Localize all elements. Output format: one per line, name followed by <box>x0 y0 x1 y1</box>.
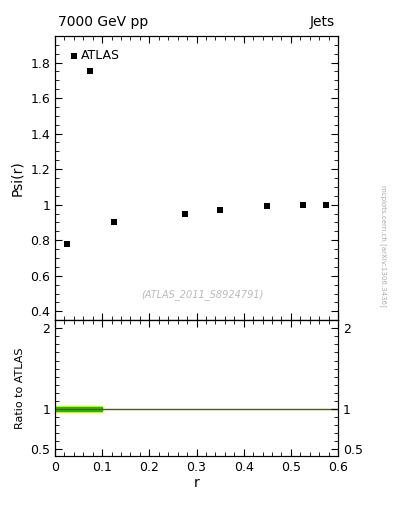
ATLAS <box>217 206 223 214</box>
Y-axis label: Psi(r): Psi(r) <box>11 160 25 196</box>
Text: mcplots.cern.ch [arXiv:1306.3436]: mcplots.cern.ch [arXiv:1306.3436] <box>380 185 387 307</box>
ATLAS <box>182 209 188 218</box>
Text: Jets: Jets <box>310 15 335 29</box>
Legend: ATLAS: ATLAS <box>66 45 125 68</box>
ATLAS <box>111 219 117 227</box>
Text: (ATLAS_2011_S8924791): (ATLAS_2011_S8924791) <box>141 289 263 301</box>
X-axis label: r: r <box>194 476 199 490</box>
ATLAS <box>264 202 270 210</box>
Text: 7000 GeV pp: 7000 GeV pp <box>58 15 148 29</box>
ATLAS <box>64 240 70 248</box>
ATLAS <box>323 201 329 209</box>
ATLAS <box>299 201 306 209</box>
ATLAS <box>87 67 94 75</box>
Y-axis label: Ratio to ATLAS: Ratio to ATLAS <box>15 347 25 429</box>
